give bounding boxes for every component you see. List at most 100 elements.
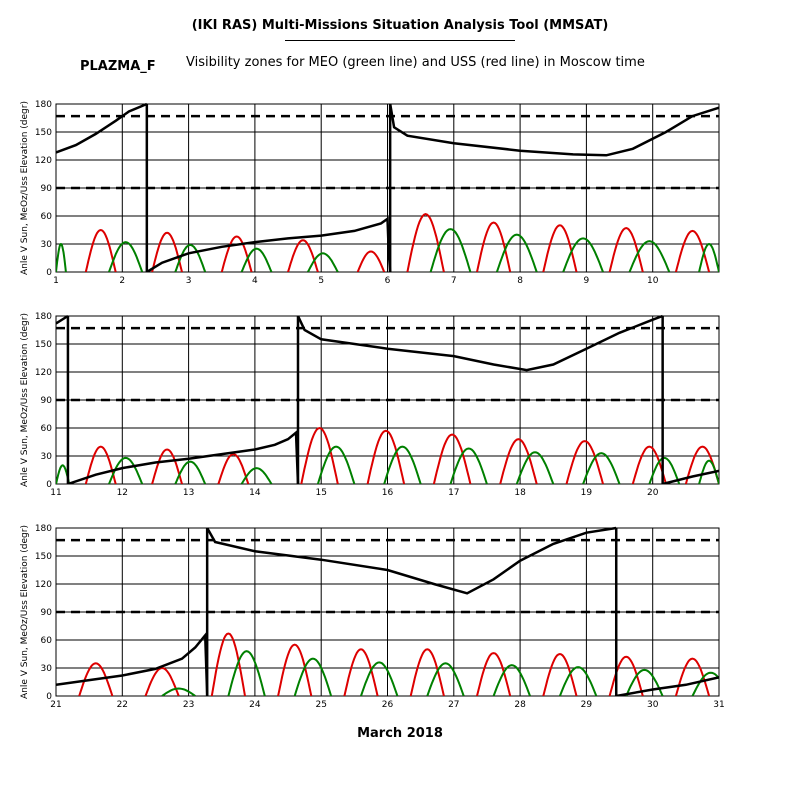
- panel-3-uss-pass: [343, 648, 379, 696]
- panel-3-x-tick-label: 22: [117, 700, 128, 710]
- panel-1-x-tick-label: 6: [385, 276, 391, 286]
- panel-3-sun-angle-line: [206, 526, 617, 595]
- chart-subtitle: Visibility zones for MEO (green line) an…: [186, 55, 645, 70]
- panel-1-uss-pass: [220, 235, 253, 272]
- panel-3-y-tick-label: 0: [46, 692, 52, 702]
- panel-1-y-tick-label: 120: [35, 156, 52, 166]
- panel-2-uss-pass: [565, 440, 604, 484]
- panel-3-uss-pass: [144, 666, 180, 696]
- panel-1-x-tick-label: 10: [647, 276, 659, 286]
- panel-1-meo-pass: [307, 252, 339, 272]
- panel-3-x-tick-label: 28: [514, 700, 526, 710]
- panel-2-uss-pass: [631, 445, 667, 484]
- panel-3-uss-pass: [277, 643, 313, 696]
- panel-2-uss-pass: [217, 453, 250, 484]
- panel-3-y-tick-label: 120: [35, 580, 52, 590]
- panel-3-meo-pass: [360, 661, 399, 696]
- panel-1-y-axis-label: Anle V Sun, MeOz/Uss Elevation (degr): [20, 101, 30, 275]
- panel-3-meo-pass: [625, 668, 664, 696]
- panel-2-x-tick-label: 17: [448, 488, 459, 498]
- panel-3-y-axis-label: Anle V Sun, MeOz/Uss Elevation (degr): [20, 525, 30, 699]
- panel-1-x-tick-label: 9: [584, 276, 590, 286]
- panel-2-y-tick-label: 150: [35, 340, 52, 350]
- panel-2-y-tick-label: 90: [41, 396, 53, 406]
- panel-1-uss-pass: [406, 213, 445, 272]
- panel-3-frame: [55, 527, 720, 697]
- panel-2-uss-pass: [432, 433, 472, 484]
- panel-3-y-tick-label: 60: [41, 636, 53, 646]
- panel-2-y-tick-label: 60: [41, 424, 53, 434]
- panel-2-x-tick-label: 16: [382, 488, 394, 498]
- panel-3-meo-pass: [161, 687, 196, 696]
- panel-3-y-tick-label: 90: [41, 608, 53, 618]
- panel-1-x-tick-label: 7: [451, 276, 457, 286]
- panel-1-x-tick-label: 1: [53, 276, 59, 286]
- panel-3-y-tick-label: 150: [35, 552, 52, 562]
- panel-2-y-tick-label: 120: [35, 368, 52, 378]
- panel-3-meo-pass: [227, 650, 266, 696]
- panel-1-sun-angle-line: [388, 103, 719, 157]
- panel-1-uss-pass: [356, 250, 386, 272]
- panel-2-meo-pass: [316, 445, 356, 484]
- panel-1-sun-angle-line: [146, 216, 392, 272]
- panel-2-sun-angle-line: [56, 314, 69, 325]
- panel-1-meo-pass: [108, 241, 144, 272]
- panel-1-meo-pass: [240, 247, 273, 272]
- panel-3-x-tick-label: 26: [382, 700, 394, 710]
- panel-2-x-tick-label: 13: [183, 488, 194, 498]
- panel-3-uss-pass: [749, 668, 786, 696]
- panel-2-uss-pass: [499, 438, 538, 484]
- panel-2-frame: [55, 315, 720, 485]
- panel-3-x-tick-label: 25: [315, 700, 326, 710]
- panel-2-uss-pass: [151, 448, 183, 484]
- panel-3-meo-pass: [691, 671, 719, 696]
- panel-1-y-tick-label: 60: [41, 212, 53, 222]
- panel-2-uss-pass: [84, 445, 117, 484]
- panel-2-y-tick-label: 30: [41, 452, 53, 462]
- panel-2-meo-pass: [582, 452, 621, 484]
- panel-2-meo-pass: [515, 451, 555, 484]
- panel-3-uss-pass: [542, 652, 578, 696]
- panel-1-meo-pass: [562, 237, 604, 272]
- panel-3-meo-pass: [426, 662, 465, 696]
- panel-1-y-tick-label: 0: [46, 268, 52, 278]
- panel-1-uss-pass: [151, 231, 183, 272]
- mission-name: PLAZMA_F: [80, 59, 156, 74]
- panel-3-meo-pass: [558, 666, 598, 696]
- panel-1-meo-pass: [698, 242, 719, 272]
- panel-3-x-tick-label: 30: [647, 700, 659, 710]
- panel-1-sun-angle-line: [56, 102, 148, 154]
- panel-2-x-tick-label: 11: [50, 488, 61, 498]
- panel-1-y-tick-label: 90: [41, 184, 53, 194]
- panel-3-y-tick-label: 180: [35, 524, 52, 534]
- app-title: (IKI RAS) Multi-Missions Situation Analy…: [191, 18, 609, 33]
- panel-1-uss-pass: [84, 228, 117, 272]
- panel-2-sun-angle-line: [296, 314, 664, 372]
- panel-2-y-tick-label: 180: [35, 312, 52, 322]
- panel-1-x-tick-label: 8: [517, 276, 523, 286]
- panel-1-x-tick-label: 2: [119, 276, 125, 286]
- panel-3-uss-pass: [210, 632, 246, 696]
- panel-3-x-tick-label: 29: [581, 700, 593, 710]
- panel-2-y-axis-label: Anle V Sun, MeOz/Uss Elevation (degr): [20, 313, 30, 487]
- panel-3-x-tick-label: 27: [448, 700, 459, 710]
- panel-2-meo-pass: [174, 460, 207, 484]
- panel-3-sun-angle-line: [56, 631, 209, 696]
- panel-1-uss-pass: [608, 227, 644, 272]
- panel-2-x-tick-label: 19: [581, 488, 593, 498]
- panel-3-meo-pass: [293, 657, 333, 696]
- panel-1-meo-pass: [628, 240, 671, 272]
- panel-3-y-tick-label: 30: [41, 664, 53, 674]
- panel-1-meo-pass: [495, 233, 538, 272]
- title-underline: [285, 40, 515, 41]
- panel-1-meo-pass: [429, 228, 472, 272]
- panel-2-x-tick-label: 12: [117, 488, 128, 498]
- panel-3-uss-pass: [476, 652, 512, 696]
- panel-1-x-tick-label: 5: [318, 276, 324, 286]
- panel-1-meo-pass: [174, 243, 207, 272]
- panel-1-y-tick-label: 150: [35, 128, 52, 138]
- panel-1-uss-pass: [542, 224, 578, 272]
- panel-3-x-tick-label: 21: [50, 700, 61, 710]
- panel-2-meo-pass: [240, 467, 273, 484]
